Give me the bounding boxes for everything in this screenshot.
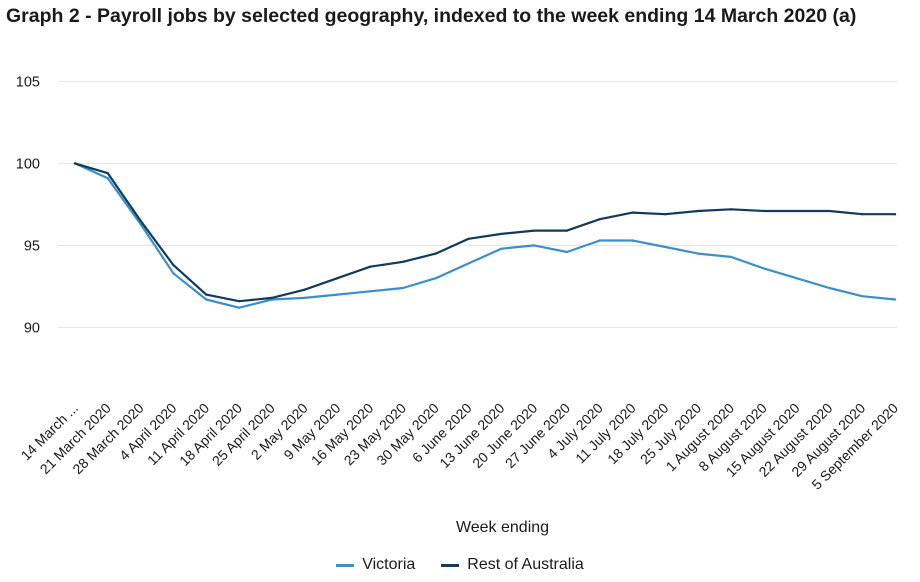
data-point-rest-of-australia-8 xyxy=(336,277,339,280)
data-point-rest-of-australia-4 xyxy=(205,293,208,296)
data-point-rest-of-australia-22 xyxy=(795,209,798,213)
data-point-victoria-20 xyxy=(729,255,733,258)
x-axis-title: Week ending xyxy=(456,519,549,536)
data-point-victoria-10 xyxy=(401,286,405,290)
data-point-victoria-9 xyxy=(369,290,372,293)
data-point-victoria-23 xyxy=(828,286,831,290)
y-tick-label-100: 100 xyxy=(16,156,40,172)
data-point-victoria-18 xyxy=(664,245,667,249)
data-point-rest-of-australia-19 xyxy=(697,209,700,213)
legend-label-rest-of-australia: Rest of Australia xyxy=(467,556,584,573)
legend-swatch-rest-of-australia xyxy=(441,563,460,567)
data-point-rest-of-australia-12 xyxy=(467,237,470,240)
data-point-rest-of-australia-3 xyxy=(172,263,175,267)
data-point-victoria-24 xyxy=(861,295,864,298)
data-point-victoria-19 xyxy=(697,252,700,255)
data-point-rest-of-australia-25 xyxy=(893,213,897,216)
series-line-victoria xyxy=(73,162,897,309)
y-tick-label-105: 105 xyxy=(16,74,40,90)
y-tick-label-90: 90 xyxy=(24,320,40,336)
data-point-rest-of-australia-6 xyxy=(270,296,273,299)
data-point-rest-of-australia-13 xyxy=(500,232,503,236)
data-point-victoria-13 xyxy=(500,247,503,250)
data-point-rest-of-australia-17 xyxy=(631,211,634,214)
data-point-victoria-11 xyxy=(434,277,437,280)
data-point-rest-of-australia-23 xyxy=(828,209,831,213)
data-point-victoria-2 xyxy=(139,222,142,226)
data-point-victoria-3 xyxy=(172,272,175,275)
data-point-victoria-8 xyxy=(336,293,339,296)
data-point-victoria-21 xyxy=(762,267,765,270)
data-point-rest-of-australia-18 xyxy=(664,213,667,216)
data-point-victoria-22 xyxy=(795,277,798,280)
legend: Victoria Rest of Australia xyxy=(0,556,920,574)
data-point-victoria-4 xyxy=(205,298,208,301)
data-point-rest-of-australia-14 xyxy=(533,229,536,232)
data-point-rest-of-australia-7 xyxy=(303,288,306,291)
data-point-victoria-17 xyxy=(631,239,634,242)
data-point-rest-of-australia-0 xyxy=(73,162,77,165)
data-point-victoria-5 xyxy=(237,306,241,309)
data-point-victoria-25 xyxy=(893,298,897,301)
data-point-victoria-7 xyxy=(303,296,306,299)
data-point-rest-of-australia-24 xyxy=(861,213,864,216)
data-point-victoria-14 xyxy=(533,244,536,247)
series-line-rest-of-australia xyxy=(73,162,897,303)
legend-swatch-victoria xyxy=(336,563,355,567)
data-point-rest-of-australia-11 xyxy=(434,252,437,255)
data-point-rest-of-australia-9 xyxy=(369,265,372,268)
data-point-victoria-12 xyxy=(467,262,470,265)
data-point-rest-of-australia-1 xyxy=(106,172,109,175)
legend-label-victoria: Victoria xyxy=(362,556,416,573)
data-point-victoria-1 xyxy=(106,177,109,180)
legend-item-victoria[interactable]: Victoria xyxy=(336,556,415,574)
legend-item-rest-of-australia[interactable]: Rest of Australia xyxy=(441,556,584,574)
data-point-rest-of-australia-16 xyxy=(598,218,601,221)
data-point-rest-of-australia-5 xyxy=(237,300,241,303)
data-point-rest-of-australia-2 xyxy=(139,219,142,222)
data-point-rest-of-australia-21 xyxy=(762,209,765,213)
data-point-rest-of-australia-10 xyxy=(401,260,405,263)
y-tick-label-95: 95 xyxy=(24,238,40,254)
data-point-rest-of-australia-15 xyxy=(565,229,569,232)
chart-title: Graph 2 - Payroll jobs by selected geogr… xyxy=(6,5,857,27)
data-point-victoria-15 xyxy=(565,250,569,254)
data-point-victoria-16 xyxy=(598,239,601,242)
data-point-rest-of-australia-20 xyxy=(729,208,733,211)
